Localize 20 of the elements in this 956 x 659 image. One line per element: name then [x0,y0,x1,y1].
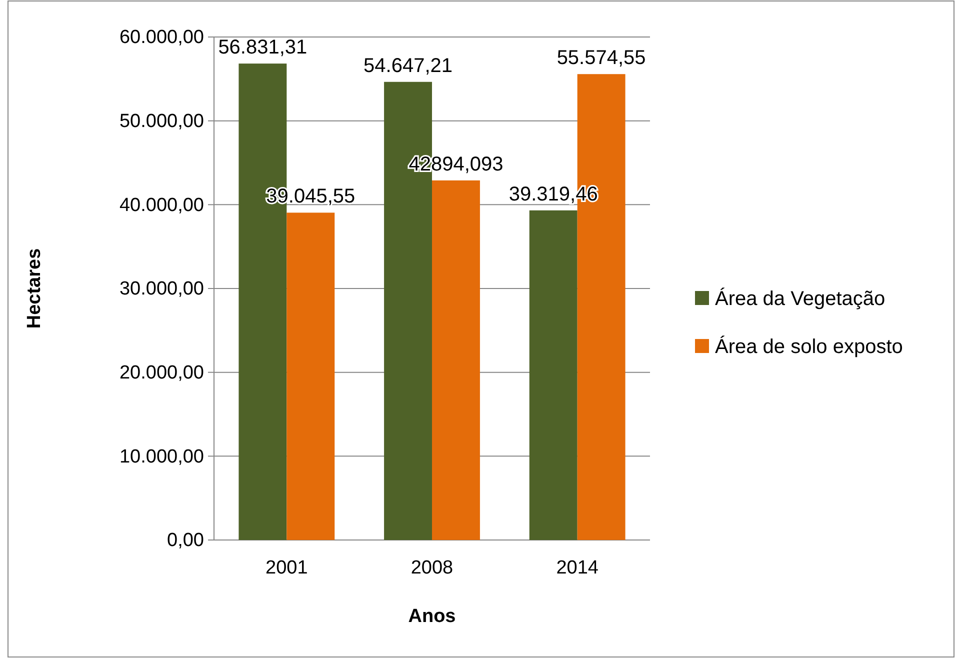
data-label: 56.831,31 [218,36,308,59]
y-tick-label: 50.000,00 [119,110,204,132]
x-tick-label: 2014 [556,557,599,578]
legend-label: Área da Vegetação [715,287,886,310]
y-tick-label: 0,00 [167,530,204,552]
legend-label: Área de solo exposto [715,335,903,358]
y-tick-label: 30.000,00 [119,278,204,300]
bar [529,210,578,540]
x-axis-title: Anos [408,606,456,627]
bar [432,180,480,540]
data-label: 54.647,21 [364,54,453,77]
y-tick-label: 10.000,00 [119,446,204,468]
bar [286,212,335,540]
x-tick-label: 2008 [410,557,454,578]
y-tick-label: 60.000,00 [119,27,204,48]
y-tick-label: 20.000,00 [119,362,204,384]
data-label: 55.574,55 [556,47,646,70]
x-tick-label: 2001 [266,557,308,578]
y-tick-label: 40.000,00 [119,194,204,216]
y-axis-title: Hectares [24,248,45,329]
